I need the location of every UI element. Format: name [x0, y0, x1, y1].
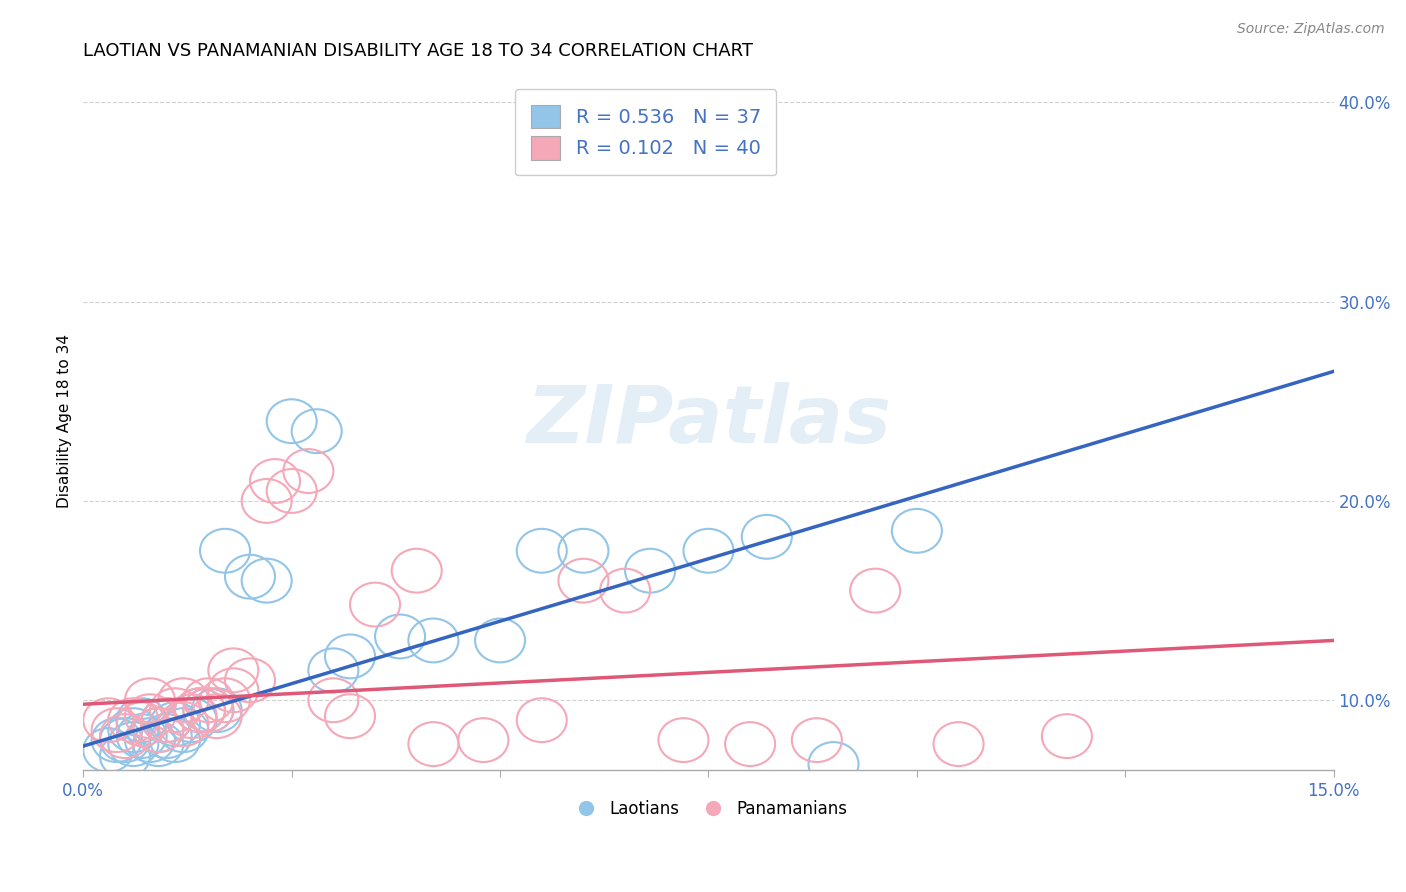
- Text: Source: ZipAtlas.com: Source: ZipAtlas.com: [1237, 22, 1385, 37]
- Y-axis label: Disability Age 18 to 34: Disability Age 18 to 34: [58, 334, 72, 508]
- Legend: Laotians, Panamanians: Laotians, Panamanians: [562, 793, 853, 824]
- Text: ZIPatlas: ZIPatlas: [526, 382, 891, 460]
- Text: LAOTIAN VS PANAMANIAN DISABILITY AGE 18 TO 34 CORRELATION CHART: LAOTIAN VS PANAMANIAN DISABILITY AGE 18 …: [83, 42, 754, 60]
